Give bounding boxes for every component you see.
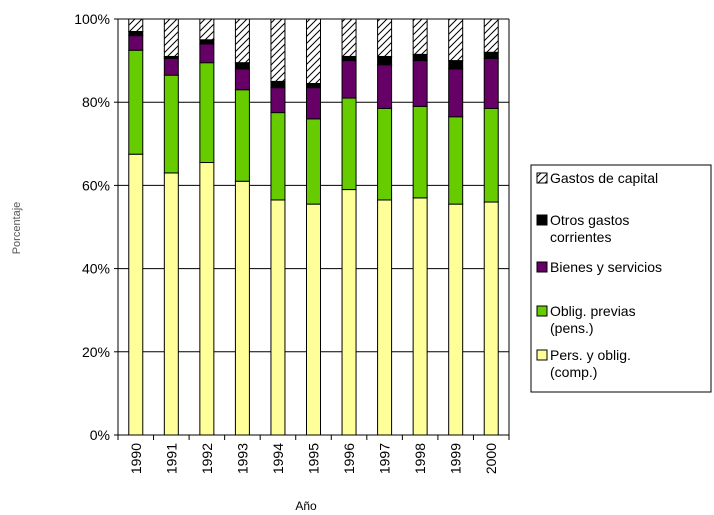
bar-segment-pers-y-oblig-comp-1994 — [270, 199, 286, 436]
bar-segment-otros-gastos-corrientes-1998 — [412, 53, 428, 62]
bar-segment-oblig-previas-pens-1992 — [199, 62, 215, 164]
bar-segment-oblig-previas-pens-1997 — [377, 107, 393, 201]
bar-segment-pers-y-oblig-comp-1991 — [163, 172, 179, 436]
x-tick-label: 1990 — [128, 443, 144, 474]
y-axis-title: Porcentaje — [11, 202, 23, 255]
bar-segment-oblig-previas-pens-2000 — [483, 107, 499, 203]
bar-segment-gastos-de-capital-1998 — [412, 18, 428, 55]
bar-segment-oblig-previas-pens-1996 — [341, 97, 357, 191]
legend-label-oblig-previas-pens: Oblig. previas (pens.) — [550, 303, 636, 336]
bar-segment-gastos-de-capital-1995 — [306, 18, 321, 84]
bar-segment-gastos-de-capital-1991 — [163, 18, 179, 57]
bar-segment-bienes-y-servicios-1994 — [270, 87, 286, 114]
bar-segment-pers-y-oblig-comp-2000 — [483, 201, 499, 436]
bar-segment-bienes-y-servicios-2000 — [483, 58, 499, 109]
bar-segment-oblig-previas-pens-1990 — [128, 49, 144, 155]
x-tick-label: 2000 — [483, 443, 499, 474]
x-tick-label: 1992 — [199, 443, 215, 474]
bar-segment-otros-gastos-corrientes-1996 — [341, 55, 357, 62]
y-tick-label: 20% — [82, 344, 110, 360]
bar-segment-bienes-y-servicios-1992 — [199, 43, 215, 64]
bar-segment-gastos-de-capital-1999 — [448, 18, 464, 62]
bar-segment-oblig-previas-pens-1991 — [163, 74, 179, 174]
bar-segment-bienes-y-servicios-1996 — [341, 60, 357, 99]
x-tick-label: 1995 — [306, 443, 322, 474]
legend-box — [530, 164, 712, 393]
bar-segment-gastos-de-capital-2000 — [483, 18, 499, 53]
x-tick-label: 1996 — [341, 443, 357, 474]
y-tick-label: 80% — [82, 94, 110, 110]
bar-segment-bienes-y-servicios-1995 — [306, 87, 321, 120]
bar-segment-bienes-y-servicios-1999 — [448, 68, 464, 118]
bar-segment-bienes-y-servicios-1990 — [128, 35, 144, 51]
bar-segment-otros-gastos-corrientes-1992 — [199, 39, 215, 45]
bar-segment-pers-y-oblig-comp-1997 — [377, 199, 393, 436]
legend-label-pers-y-oblig-comp: Pers. y oblig. (comp.) — [550, 347, 631, 380]
bar-segment-otros-gastos-corrientes-1990 — [128, 30, 144, 37]
bar-segment-pers-y-oblig-comp-1999 — [448, 203, 464, 436]
bar-segment-pers-y-oblig-comp-1993 — [234, 180, 250, 436]
legend-swatch-oblig-previas-pens — [536, 305, 548, 317]
x-tick-label: 1998 — [412, 443, 428, 474]
bar-segment-oblig-previas-pens-1995 — [306, 118, 321, 205]
bar-segment-otros-gastos-corrientes-1993 — [234, 62, 250, 70]
y-tick-label: 40% — [82, 261, 110, 277]
legend-label-bienes-y-servicios: Bienes y servicios — [550, 259, 662, 275]
bar-segment-gastos-de-capital-1997 — [377, 18, 393, 57]
x-tick-label: 1993 — [234, 443, 250, 474]
legend-label-otros-gastos-corrientes: Otros gastos corrientes — [550, 212, 629, 245]
bar-segment-otros-gastos-corrientes-1997 — [377, 55, 393, 66]
x-tick-label: 1999 — [448, 443, 464, 474]
bar-segment-bienes-y-servicios-1991 — [163, 58, 179, 76]
bar-segment-oblig-previas-pens-1994 — [270, 112, 286, 201]
bar-segment-oblig-previas-pens-1999 — [448, 116, 464, 205]
bar-segment-gastos-de-capital-1990 — [128, 18, 144, 32]
legend-swatch-pers-y-oblig-comp — [536, 349, 548, 361]
bar-segment-otros-gastos-corrientes-1994 — [270, 80, 286, 89]
bar-segment-gastos-de-capital-1993 — [234, 18, 250, 64]
bar-segment-pers-y-oblig-comp-1998 — [412, 197, 428, 436]
legend-swatch-otros-gastos-corrientes — [536, 214, 548, 226]
bar-segment-otros-gastos-corrientes-2000 — [483, 51, 499, 60]
legend-label-gastos-de-capital: Gastos de capital — [550, 170, 658, 186]
bar-segment-otros-gastos-corrientes-1995 — [306, 82, 321, 89]
bar-segment-pers-y-oblig-comp-1990 — [128, 153, 144, 436]
legend: Gastos de capital Otros gastos corrientes B… — [530, 164, 712, 393]
legend-swatch-gastos-de-capital — [536, 172, 548, 184]
legend-swatch-bienes-y-servicios — [536, 261, 548, 273]
bar-segment-gastos-de-capital-1992 — [199, 18, 215, 41]
bar-segment-bienes-y-servicios-1997 — [377, 64, 393, 109]
x-axis-title: Año — [295, 499, 317, 513]
bar-segment-oblig-previas-pens-1998 — [412, 105, 428, 199]
bar-segment-oblig-previas-pens-1993 — [234, 89, 250, 182]
y-tick-label: 100% — [74, 11, 110, 27]
bar-segment-bienes-y-servicios-1993 — [234, 68, 250, 91]
bar-segment-otros-gastos-corrientes-1999 — [448, 60, 464, 70]
bar-segment-pers-y-oblig-comp-1992 — [199, 162, 215, 436]
y-tick-label: 60% — [82, 177, 110, 193]
x-tick-label: 1994 — [270, 443, 286, 474]
x-tick-label: 1991 — [163, 443, 179, 474]
bar-segment-bienes-y-servicios-1998 — [412, 60, 428, 107]
bar-segment-gastos-de-capital-1994 — [270, 18, 286, 82]
bar-segment-pers-y-oblig-comp-1996 — [341, 189, 357, 436]
plot-area: 0% 20% 40% 60% 80% 100% 1990 1991 1992 1993 1994 19… — [74, 11, 510, 474]
x-tick-label: 1997 — [377, 443, 393, 474]
y-tick-label: 0% — [90, 427, 110, 443]
bar-segment-pers-y-oblig-comp-1995 — [306, 203, 321, 436]
bar-segment-gastos-de-capital-1996 — [341, 18, 357, 57]
